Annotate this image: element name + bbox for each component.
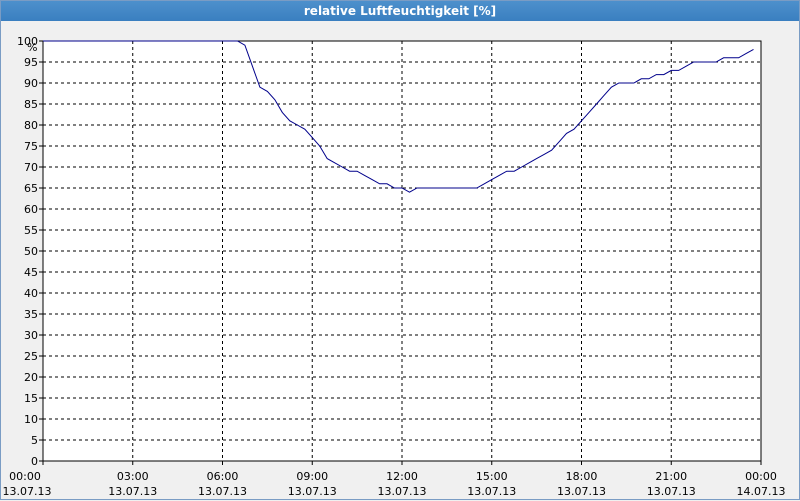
x-tick-time-label: 21:00 [655, 470, 687, 483]
x-tick-date-label: 13.07.13 [557, 485, 606, 498]
y-tick-label: 80 [24, 119, 38, 132]
x-tick-time-label: 00:00 [745, 470, 777, 483]
x-tick-date-label: 14.07.13 [737, 485, 786, 498]
x-tick-date-label: 13.07.13 [198, 485, 247, 498]
x-tick-time-label: 15:00 [476, 470, 508, 483]
humidity-series-line [43, 40, 754, 193]
y-tick-label: 90 [24, 77, 38, 90]
window-title: relative Luftfeuchtigkeit [%] [1, 1, 799, 21]
y-tick-label: 40 [24, 287, 38, 300]
y-tick-label: 20 [24, 371, 38, 384]
x-tick-time-label: 00:00 [9, 470, 41, 483]
grid-lines [43, 41, 761, 461]
y-tick-label: 50 [24, 245, 38, 258]
x-tick-date-label: 13.07.13 [378, 485, 427, 498]
y-tick-label: 100 [17, 35, 38, 48]
y-tick-label: 25 [24, 350, 38, 363]
y-tick-label: 65 [24, 182, 38, 195]
y-tick-label: 35 [24, 308, 38, 321]
y-tick-label: 70 [24, 161, 38, 174]
x-tick-date-label: 13.07.13 [467, 485, 516, 498]
y-tick-label: 0 [31, 455, 38, 468]
y-tick-label: 15 [24, 392, 38, 405]
x-tick-time-label: 18:00 [566, 470, 598, 483]
x-tick-time-label: 06:00 [207, 470, 239, 483]
y-tick-label: 60 [24, 203, 38, 216]
y-tick-label: 30 [24, 329, 38, 342]
x-tick-time-label: 12:00 [386, 470, 418, 483]
x-tick-time-label: 09:00 [296, 470, 328, 483]
x-tick-date-label: 13.07.13 [3, 485, 52, 498]
x-tick-date-label: 13.07.13 [647, 485, 696, 498]
y-tick-label: 75 [24, 140, 38, 153]
y-tick-label: 95 [24, 56, 38, 69]
x-axis-ticks: 00:00 13.07.13 03:00 13.07.13 06:00 13.07.13 0… [3, 461, 786, 498]
y-tick-label: 10 [24, 413, 38, 426]
y-tick-label: 55 [24, 224, 38, 237]
y-axis-label: % [27, 41, 37, 54]
y-tick-label: 45 [24, 266, 38, 279]
y-axis-ticks: 0 5 10 15 20 25 30 35 40 45 50 55 60 65 70 75 80 85 90 95 10… [17, 35, 43, 468]
y-tick-label: 85 [24, 98, 38, 111]
x-tick-date-label: 13.07.13 [108, 485, 157, 498]
y-tick-label: 5 [31, 434, 38, 447]
x-tick-date-label: 13.07.13 [288, 485, 337, 498]
x-tick-time-label: 03:00 [117, 470, 149, 483]
